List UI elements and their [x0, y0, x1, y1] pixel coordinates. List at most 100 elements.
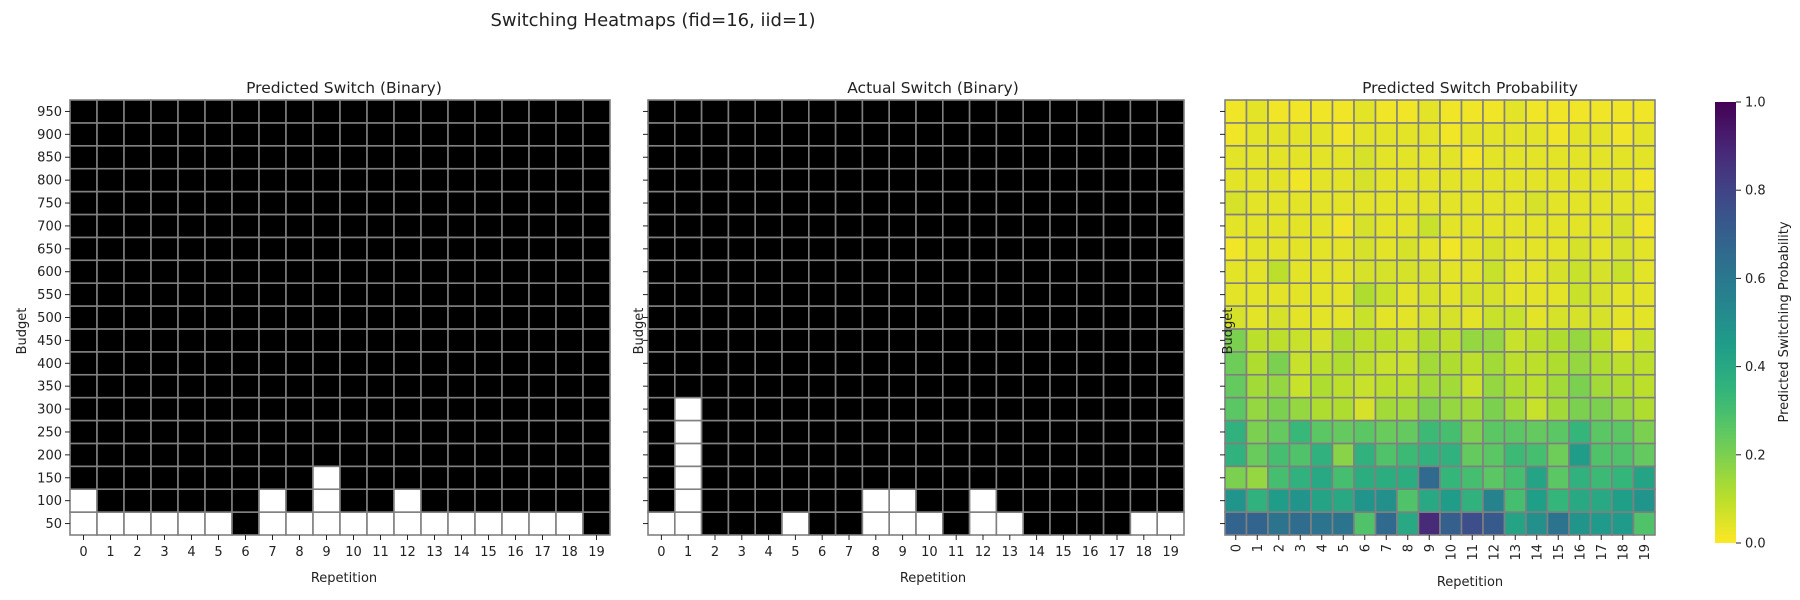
- colorbar-tick-label: 1.0: [1745, 96, 1766, 111]
- heatmap-cell: [1102, 167, 1132, 193]
- heatmap-cell: [754, 99, 783, 124]
- heatmap-cell: [673, 442, 703, 468]
- heatmap-cell: [204, 488, 233, 513]
- heatmap-cell: [447, 328, 476, 353]
- heatmap-cell: [1245, 213, 1269, 239]
- heatmap-cell: [312, 351, 341, 376]
- heatmap-cell: [1224, 373, 1248, 399]
- heatmap-cell: [915, 213, 944, 239]
- heatmap-cell: [69, 328, 98, 353]
- heatmap-cell: [1267, 190, 1291, 216]
- heatmap-cell: [123, 282, 152, 307]
- heatmap-cell: [1396, 144, 1420, 170]
- heatmap-cell: [501, 328, 530, 353]
- heatmap-cell: [781, 190, 810, 216]
- heatmap-cell: [807, 213, 837, 239]
- heatmap-cell: [393, 282, 422, 307]
- y-tick-label: 500: [37, 311, 62, 326]
- heatmap-cell: [96, 465, 125, 491]
- heatmap-cell: [647, 122, 676, 147]
- heatmap-cell: [1076, 122, 1105, 147]
- x-tick-label: 9: [1423, 544, 1438, 552]
- heatmap-cell: [834, 373, 864, 399]
- heatmap-cell: [582, 465, 611, 491]
- heatmap-cell: [1482, 99, 1506, 124]
- heatmap-cell: [1267, 419, 1291, 445]
- heatmap-cell: [339, 236, 368, 262]
- heatmap-cell: [555, 442, 584, 468]
- heatmap-cell: [700, 167, 730, 193]
- heatmap-cell: [1331, 282, 1355, 307]
- heatmap-cell: [647, 511, 676, 536]
- heatmap-cell: [177, 373, 206, 399]
- heatmap-cell: [968, 511, 998, 536]
- heatmap-cell: [1589, 419, 1613, 445]
- heatmap-cell: [123, 259, 152, 284]
- heatmap-cell: [888, 351, 917, 376]
- heatmap-cell: [339, 144, 368, 170]
- heatmap-cell: [474, 511, 503, 536]
- heatmap-cell: [1288, 144, 1312, 170]
- heatmap-cell: [150, 213, 179, 239]
- heatmap-cell: [1076, 236, 1105, 262]
- heatmap-cell: [528, 190, 557, 216]
- heatmap-cell: [393, 213, 422, 239]
- heatmap-cell: [96, 373, 125, 399]
- heatmap-cell: [1439, 465, 1463, 491]
- heatmap-cell: [647, 396, 676, 422]
- heatmap-cell: [1503, 351, 1527, 376]
- heatmap-cell: [647, 99, 676, 124]
- heatmap-cell: [995, 305, 1025, 330]
- heatmap-cell: [501, 465, 530, 491]
- heatmap-cell: [1396, 167, 1420, 193]
- heatmap-cell: [312, 511, 341, 536]
- x-tick-label: 18: [1616, 544, 1631, 561]
- heatmap-cell: [1102, 236, 1132, 262]
- heatmap-cell: [1482, 351, 1506, 376]
- x-tick-label: 6: [241, 545, 249, 560]
- heatmap-cell: [231, 122, 260, 147]
- heatmap-cell: [1546, 373, 1570, 399]
- heatmap-cell: [150, 144, 179, 170]
- heatmap-cell: [1288, 419, 1312, 445]
- heatmap-cell: [647, 236, 676, 262]
- heatmap-cell: [1546, 511, 1570, 536]
- heatmap-cell: [528, 122, 557, 147]
- heatmap-cell: [447, 396, 476, 422]
- heatmap-cell: [941, 282, 971, 307]
- heatmap-cell: [204, 99, 233, 124]
- heatmap-cell: [1022, 419, 1051, 445]
- heatmap-cell: [1632, 488, 1656, 513]
- heatmap-cell: [861, 419, 891, 445]
- heatmap-cell: [888, 213, 917, 239]
- heatmap-cell: [1503, 419, 1527, 445]
- heatmap-cell: [807, 99, 837, 124]
- heatmap-cell: [968, 99, 998, 124]
- heatmap-cell: [700, 282, 730, 307]
- x-tick-label: 3: [160, 545, 168, 560]
- heatmap-cell: [285, 236, 314, 262]
- heatmap-cell: [1503, 511, 1527, 536]
- heatmap-cell: [96, 282, 125, 307]
- heatmap-cell: [528, 144, 557, 170]
- heatmap-cell: [1525, 419, 1549, 445]
- heatmap-cell: [1245, 442, 1269, 468]
- heatmap-cell: [177, 488, 206, 513]
- heatmap-cell: [123, 396, 152, 422]
- heatmap-cell: [700, 396, 730, 422]
- heatmap-cell: [941, 213, 971, 239]
- heatmap-cell: [339, 122, 368, 147]
- heatmap-cell: [1417, 419, 1441, 445]
- heatmap-cell: [941, 328, 971, 353]
- heatmap-cell: [1525, 259, 1549, 284]
- x-tick-label: 19: [1162, 545, 1179, 560]
- heatmap-cell: [1076, 167, 1105, 193]
- heatmap-cell: [150, 282, 179, 307]
- heatmap-cell: [501, 488, 530, 513]
- heatmap-cell: [1374, 396, 1398, 422]
- heatmap-cell: [1310, 122, 1334, 147]
- heatmap-cell: [1022, 396, 1051, 422]
- heatmap-cell: [393, 259, 422, 284]
- heatmap-cell: [941, 236, 971, 262]
- heatmap-cell: [1353, 488, 1377, 513]
